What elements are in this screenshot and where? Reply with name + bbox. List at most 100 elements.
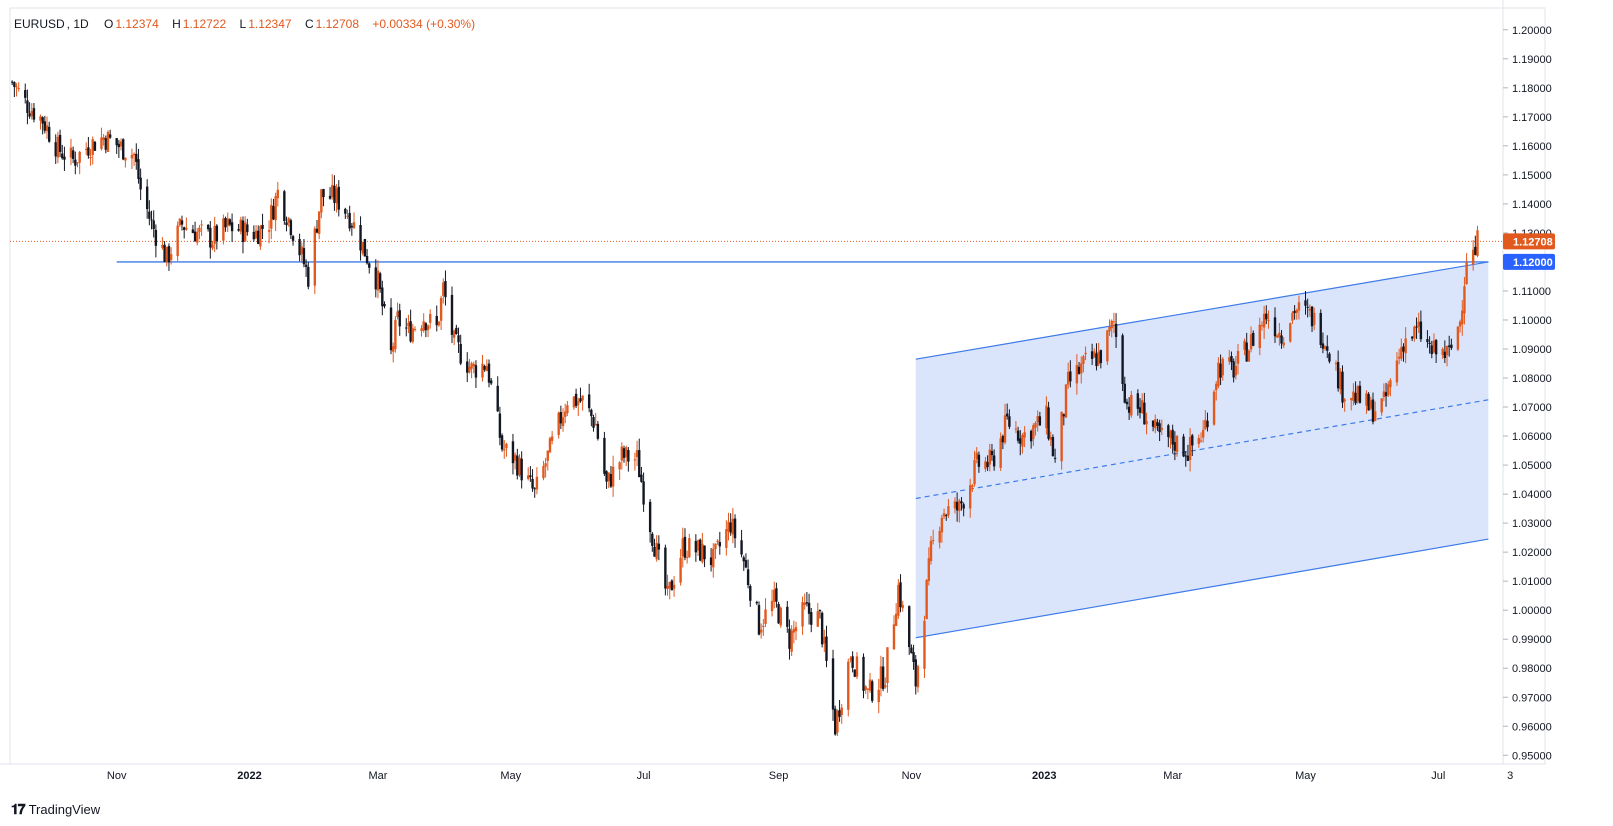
candle-body [1125,401,1129,405]
candle-body [1395,360,1399,383]
candle-body [422,321,425,331]
price-tick-label: 1.08000 [1512,373,1552,385]
brand-name: TradingView [28,802,101,817]
candle-body [958,500,961,512]
candle-body [1336,362,1340,389]
candle-body [409,321,412,342]
candle-body [1201,429,1205,438]
candle-body [611,466,615,487]
candle-body [1430,345,1433,355]
candle-body [901,604,904,609]
candle-body [1367,393,1370,411]
candle-body [725,529,728,548]
candle-body [89,157,92,159]
candle-body [520,458,523,481]
candle-body [699,539,702,561]
candle-body [975,452,978,460]
candle-body [1130,394,1133,416]
candle-body [224,217,227,228]
candle-body [165,247,168,262]
symbol-label[interactable]: EURUSD, 1D [14,17,89,31]
price-tick-label: 1.01000 [1512,576,1552,588]
candle-body [315,228,319,233]
candle-body [1413,326,1416,339]
candle-body [17,88,20,90]
candle-body [137,159,140,179]
price-tick-label: 0.99000 [1512,634,1552,646]
candle-body [394,319,397,350]
candle-body [1402,346,1405,352]
change-value: +0.00334 (+0.30%) [372,17,476,31]
candle-body [1188,436,1192,461]
candle-body [1310,306,1314,327]
candle-body [513,454,517,461]
candle-body [1075,365,1079,384]
candle-body [1365,393,1368,406]
candle-body [1447,345,1451,347]
candle-body [731,518,735,535]
candle-body [196,231,199,243]
candle-body [180,220,184,225]
candle-body [1295,309,1298,313]
candle-body [1080,363,1083,374]
candle-body [1343,399,1346,402]
candle-body [1186,455,1190,461]
candle-body [1160,427,1163,430]
candle-body [1173,442,1177,451]
candle-body [459,343,462,364]
candle-body [1062,414,1066,417]
open-value: 1.12374 [115,17,159,31]
candle-body [892,624,896,650]
candle-body [696,540,700,551]
price-tick-label: 1.11000 [1512,286,1551,298]
candle-body [359,224,362,251]
candle-body [43,121,47,131]
candle-body [272,206,275,220]
candle-body [337,186,340,210]
price-tick-label: 0.95000 [1512,750,1552,762]
candle-body [1232,361,1235,378]
candle-body [1252,332,1255,346]
candle-body [300,246,303,255]
candle-body [182,227,186,230]
tradingview-brand[interactable]: 𝟏𝟕 TradingView [11,801,100,818]
candle-body [1243,340,1246,350]
candle-body [1171,429,1174,445]
candle-body [206,224,210,230]
candle-body [816,611,819,627]
candle-body [1404,338,1407,354]
candle-body [879,666,883,689]
price-tick-label: 1.07000 [1512,402,1552,414]
candle-body [331,185,334,197]
candle-body [457,335,460,343]
time-tick-label: May [1295,770,1316,782]
candle-body [894,613,898,626]
candle-body [648,501,652,533]
candle-body [810,612,813,625]
price-tick-label: 1.20000 [1512,25,1552,37]
candle-body [968,485,972,509]
candle-body [498,413,502,438]
candle-body [1151,420,1155,427]
candle-body [1443,351,1447,359]
candle-body [58,134,62,153]
candle-body [1282,342,1285,346]
candle-body [407,322,410,327]
candle-body [703,545,706,560]
candle-body [1397,356,1401,359]
candle-body [76,162,79,164]
candle-body [119,141,123,147]
candle-body [350,225,354,228]
candle-body [1228,357,1231,362]
time-tick-label: Nov [902,770,922,782]
candle-body [618,462,621,470]
candle-body [838,710,841,717]
candle-body [820,612,824,645]
candle-body [773,589,776,602]
candle-body [1260,324,1264,326]
candle-body [655,542,658,560]
candle-body [1234,365,1238,376]
